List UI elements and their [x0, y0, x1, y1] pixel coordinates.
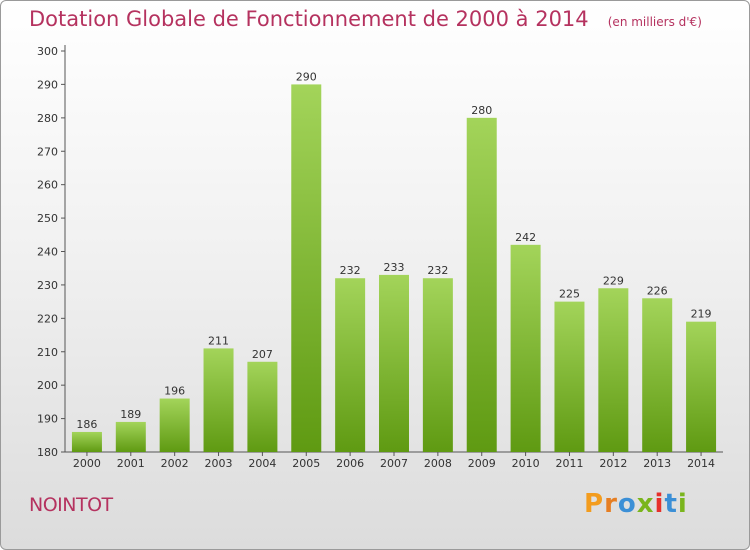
bar — [686, 321, 717, 452]
data-label: 196 — [164, 385, 185, 398]
bar — [71, 431, 102, 452]
y-tick-label: 300 — [37, 45, 58, 58]
bar — [510, 244, 541, 452]
x-tick-label: 2007 — [380, 457, 408, 470]
x-tick-label: 2003 — [205, 457, 233, 470]
bar — [379, 274, 409, 452]
y-tick-label: 250 — [37, 212, 58, 225]
data-label: 280 — [471, 104, 492, 117]
x-tick-label: 2011 — [555, 457, 583, 470]
data-label: 225 — [559, 288, 580, 301]
data-label: 189 — [120, 408, 141, 421]
data-label: 226 — [647, 284, 668, 297]
logo-letter: x — [636, 489, 655, 519]
x-tick-label: 2013 — [643, 457, 671, 470]
y-tick-label: 280 — [37, 112, 58, 125]
x-tick-label: 2006 — [336, 457, 364, 470]
x-tick-label: 2008 — [424, 457, 452, 470]
y-tick-label: 190 — [37, 413, 58, 426]
y-tick-label: 210 — [37, 346, 58, 359]
labels: 2000 186 2001 189 2002 196 2003 211 2004 207 2005 2… — [73, 70, 715, 470]
data-label: 219 — [691, 308, 712, 321]
data-label: 232 — [427, 264, 448, 277]
data-label: 186 — [76, 418, 97, 431]
x-tick-label: 2000 — [73, 457, 101, 470]
bar — [554, 301, 585, 452]
bar — [422, 278, 453, 452]
logo-letter: i — [654, 489, 665, 519]
bar-chart: 180190200210220230240250260270280290300 … — [37, 45, 723, 470]
logo-letter: i — [677, 489, 688, 519]
bar — [598, 288, 629, 452]
chart-title: Dotation Globale de Fonctionnement de 20… — [29, 7, 589, 31]
logo-letter: r — [604, 489, 618, 519]
data-label: 233 — [384, 261, 405, 274]
chart-title-block: Dotation Globale de Fonctionnement de 20… — [29, 7, 702, 31]
bar — [159, 398, 190, 452]
logo-letter: P — [584, 489, 605, 519]
data-label: 242 — [515, 231, 536, 244]
bar — [335, 278, 366, 452]
x-tick-label: 2001 — [117, 457, 145, 470]
y-tick-label: 180 — [37, 446, 58, 459]
logo-letter: t — [664, 489, 678, 519]
data-label: 232 — [340, 264, 361, 277]
x-tick-label: 2012 — [599, 457, 627, 470]
y-tick-label: 200 — [37, 379, 58, 392]
x-tick-label: 2004 — [248, 457, 276, 470]
bar — [466, 117, 497, 452]
x-tick-label: 2010 — [512, 457, 540, 470]
proxiti-logo: Proxiti — [584, 489, 688, 519]
y-tick-label: 220 — [37, 312, 58, 325]
bar — [642, 298, 673, 452]
data-label: 290 — [296, 70, 317, 83]
commune-name: NOINTOT — [29, 494, 113, 516]
axes: 180 190 200 210 220 230 240 250 260 270 280 290 300 — [37, 45, 723, 459]
y-tick-label: 270 — [37, 145, 58, 158]
x-tick-label: 2014 — [687, 457, 715, 470]
bars — [71, 84, 717, 453]
data-label: 207 — [252, 348, 273, 361]
bar — [115, 421, 146, 452]
y-tick-label: 290 — [37, 78, 58, 91]
chart-subtitle: (en milliers d'€) — [607, 15, 702, 29]
data-label: 211 — [208, 334, 229, 347]
bar — [247, 361, 278, 452]
bar — [291, 84, 322, 453]
y-tick-label: 230 — [37, 279, 58, 292]
logo-letter: o — [617, 489, 637, 519]
bar — [203, 348, 234, 452]
y-tick-label: 240 — [37, 246, 58, 259]
x-tick-label: 2005 — [292, 457, 320, 470]
x-tick-label: 2002 — [161, 457, 189, 470]
data-label: 229 — [603, 274, 624, 287]
x-tick-label: 2009 — [468, 457, 496, 470]
y-tick-label: 260 — [37, 179, 58, 192]
